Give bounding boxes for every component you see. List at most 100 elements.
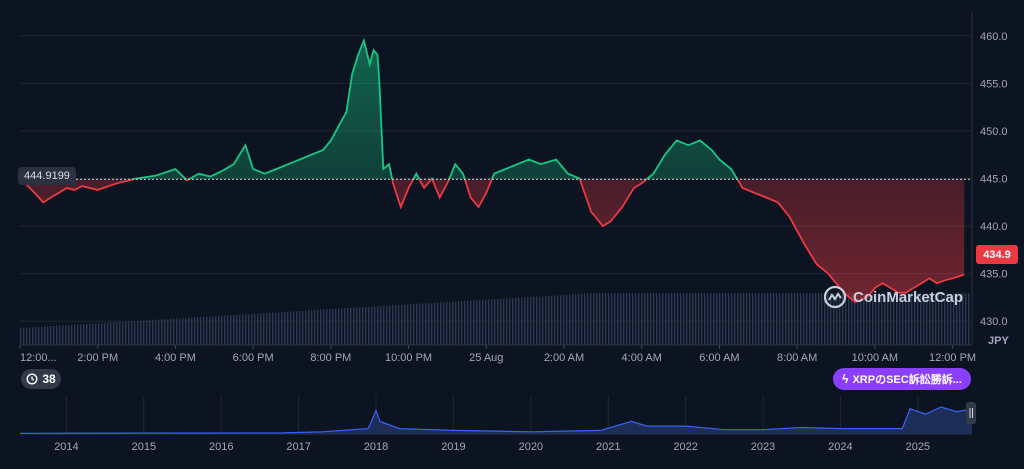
volume-bar bbox=[365, 306, 367, 345]
volume-bar bbox=[251, 313, 253, 345]
volume-bar bbox=[629, 293, 631, 345]
overview-year-label: 2016 bbox=[209, 441, 233, 453]
overview-chart[interactable]: 2014 2015 2016 2017 2018 2019 2020 2021 2022 2023… bbox=[19, 396, 976, 453]
volume-bar bbox=[620, 293, 622, 345]
volume-bar bbox=[674, 293, 676, 345]
volume-bar bbox=[518, 297, 520, 345]
volume-bar bbox=[299, 311, 301, 345]
volume-bar bbox=[380, 306, 382, 345]
volume-bar bbox=[875, 293, 877, 345]
volume-bar bbox=[932, 293, 934, 345]
volume-bar bbox=[800, 293, 802, 345]
volume-bar bbox=[368, 306, 370, 345]
history-badge[interactable]: 38 bbox=[21, 369, 61, 389]
volume-bar bbox=[296, 311, 298, 345]
volume-bar bbox=[887, 293, 889, 345]
overview-year-label: 2022 bbox=[673, 441, 697, 453]
volume-bar bbox=[41, 326, 43, 345]
volume-bar bbox=[74, 324, 76, 345]
volume-bar bbox=[470, 300, 472, 345]
volume-bars bbox=[20, 293, 970, 345]
volume-bar bbox=[377, 306, 379, 345]
volume-bar bbox=[812, 293, 814, 345]
volume-bar bbox=[320, 309, 322, 345]
volume-bar bbox=[893, 293, 895, 345]
coinmarketcap-logo-icon bbox=[823, 285, 847, 309]
volume-bar bbox=[662, 293, 664, 345]
volume-bar bbox=[80, 324, 82, 345]
x-tick-label: 2:00 AM bbox=[544, 352, 584, 364]
volume-bar bbox=[464, 300, 466, 345]
volume-bar bbox=[242, 314, 244, 345]
volume-bar bbox=[218, 315, 220, 345]
volume-bar bbox=[650, 293, 652, 345]
volume-bar bbox=[452, 301, 454, 345]
volume-bar bbox=[659, 293, 661, 345]
volume-bar bbox=[719, 293, 721, 345]
coinmarketcap-watermark: CoinMarketCap bbox=[823, 285, 963, 309]
volume-bar bbox=[239, 314, 241, 345]
volume-bar bbox=[707, 293, 709, 345]
volume-bar bbox=[179, 318, 181, 345]
volume-bar bbox=[506, 298, 508, 345]
volume-bar bbox=[449, 301, 451, 345]
volume-bar bbox=[575, 294, 577, 345]
volume-bar bbox=[584, 293, 586, 345]
volume-bar bbox=[311, 310, 313, 345]
volume-bar bbox=[119, 321, 121, 345]
volume-bar bbox=[653, 293, 655, 345]
volume-bar bbox=[941, 293, 943, 345]
volume-bar bbox=[920, 293, 922, 345]
volume-bar bbox=[509, 298, 511, 345]
volume-bar bbox=[836, 293, 838, 345]
y-tick-label: 460.0 bbox=[980, 31, 1008, 43]
volume-bar bbox=[896, 293, 898, 345]
volume-bar bbox=[53, 325, 55, 345]
volume-bar bbox=[29, 327, 31, 345]
volume-bar bbox=[722, 293, 724, 345]
volume-bar bbox=[554, 295, 556, 345]
overview-range-handle[interactable] bbox=[966, 402, 976, 424]
volume-bar bbox=[335, 308, 337, 345]
volume-bar bbox=[731, 293, 733, 345]
volume-bar bbox=[293, 311, 295, 345]
volume-bar bbox=[275, 312, 277, 345]
volume-bar bbox=[473, 300, 475, 345]
volume-bar bbox=[227, 315, 229, 345]
volume-bar bbox=[671, 293, 673, 345]
volume-bar bbox=[725, 293, 727, 345]
volume-bar bbox=[233, 315, 235, 345]
volume-bar bbox=[194, 317, 196, 345]
volume-bar bbox=[476, 300, 478, 345]
volume-bar bbox=[851, 293, 853, 345]
volume-bar bbox=[125, 321, 127, 345]
news-pill[interactable]: ϟ XRPのSEC訴訟勝訴... bbox=[833, 368, 971, 390]
volume-bar bbox=[431, 302, 433, 345]
volume-bar bbox=[185, 317, 187, 345]
volume-bar bbox=[323, 309, 325, 345]
volume-bar bbox=[455, 301, 457, 345]
volume-bar bbox=[485, 299, 487, 345]
volume-bar bbox=[563, 294, 565, 345]
volume-bar bbox=[758, 293, 760, 345]
volume-bar bbox=[536, 296, 538, 345]
volume-bar bbox=[131, 321, 133, 345]
volume-bar bbox=[617, 293, 619, 345]
volume-bar bbox=[212, 316, 214, 345]
volume-bar bbox=[50, 326, 52, 345]
volume-bar bbox=[749, 293, 751, 345]
overview-year-label: 2019 bbox=[441, 441, 465, 453]
volume-bar bbox=[947, 293, 949, 345]
volume-bar bbox=[611, 293, 613, 345]
volume-bar bbox=[728, 293, 730, 345]
volume-bar bbox=[140, 320, 142, 345]
volume-bar bbox=[152, 319, 154, 345]
volume-bar bbox=[923, 293, 925, 345]
volume-bar bbox=[479, 300, 481, 345]
volume-bar bbox=[23, 327, 25, 345]
volume-bar bbox=[425, 303, 427, 345]
volume-bar bbox=[437, 302, 439, 345]
volume-bar bbox=[512, 298, 514, 345]
volume-bar bbox=[764, 293, 766, 345]
volume-bar bbox=[122, 321, 124, 345]
